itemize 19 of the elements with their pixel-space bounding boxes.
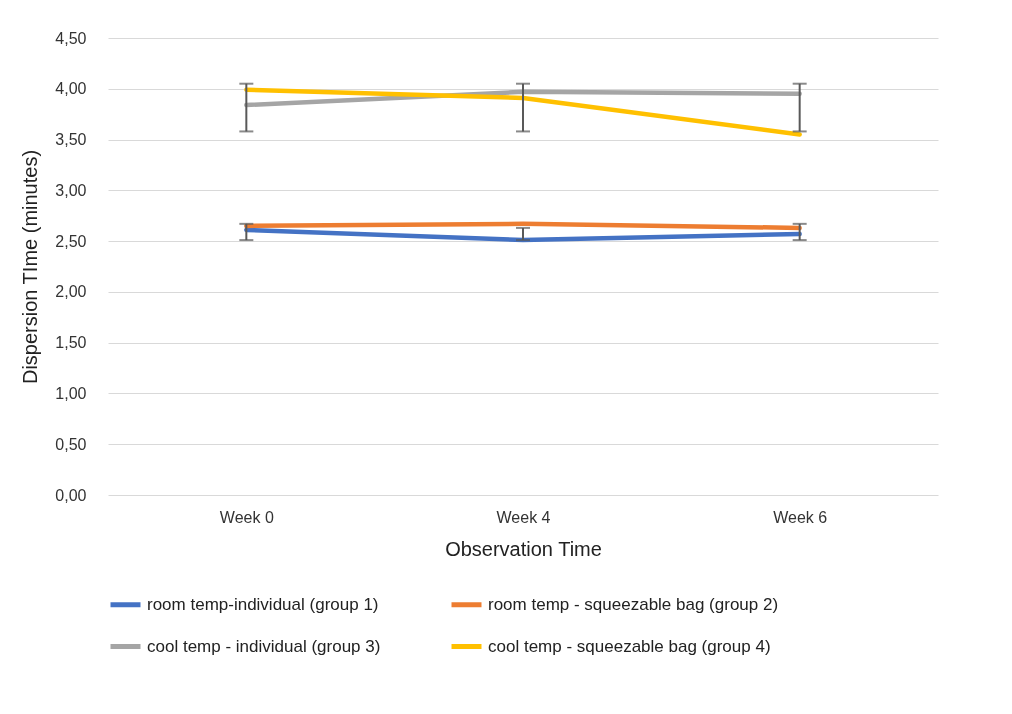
legend-label: room temp-individual (group 1) bbox=[147, 594, 379, 614]
x-tick-label: Week 6 bbox=[773, 508, 828, 526]
x-tick-label: Week 4 bbox=[496, 508, 551, 526]
y-tick-label: 0,00 bbox=[55, 486, 87, 504]
legend-label: cool temp - individual (group 3) bbox=[147, 636, 381, 656]
y-tick-label: 3,00 bbox=[55, 181, 87, 199]
y-tick-label: 3,50 bbox=[55, 131, 87, 149]
y-tick-label: 1,00 bbox=[55, 384, 87, 402]
x-tick-label: Week 0 bbox=[219, 508, 274, 526]
y-tick-label: 2,50 bbox=[55, 232, 87, 250]
y-axis-title: Dispersion TIme (minutes) bbox=[19, 149, 42, 385]
y-tick-label: 4,50 bbox=[55, 29, 87, 47]
y-tick-label: 1,50 bbox=[55, 334, 87, 352]
legend-label: cool temp - squeezable bag (group 4) bbox=[488, 636, 771, 656]
y-tick-label: 4,00 bbox=[55, 80, 87, 98]
legend-label: room temp - squeezable bag (group 2) bbox=[488, 594, 779, 614]
x-axis-title: Observation Time bbox=[445, 537, 602, 560]
y-tick-label: 2,00 bbox=[55, 283, 87, 301]
y-tick-label: 0,50 bbox=[55, 435, 87, 453]
